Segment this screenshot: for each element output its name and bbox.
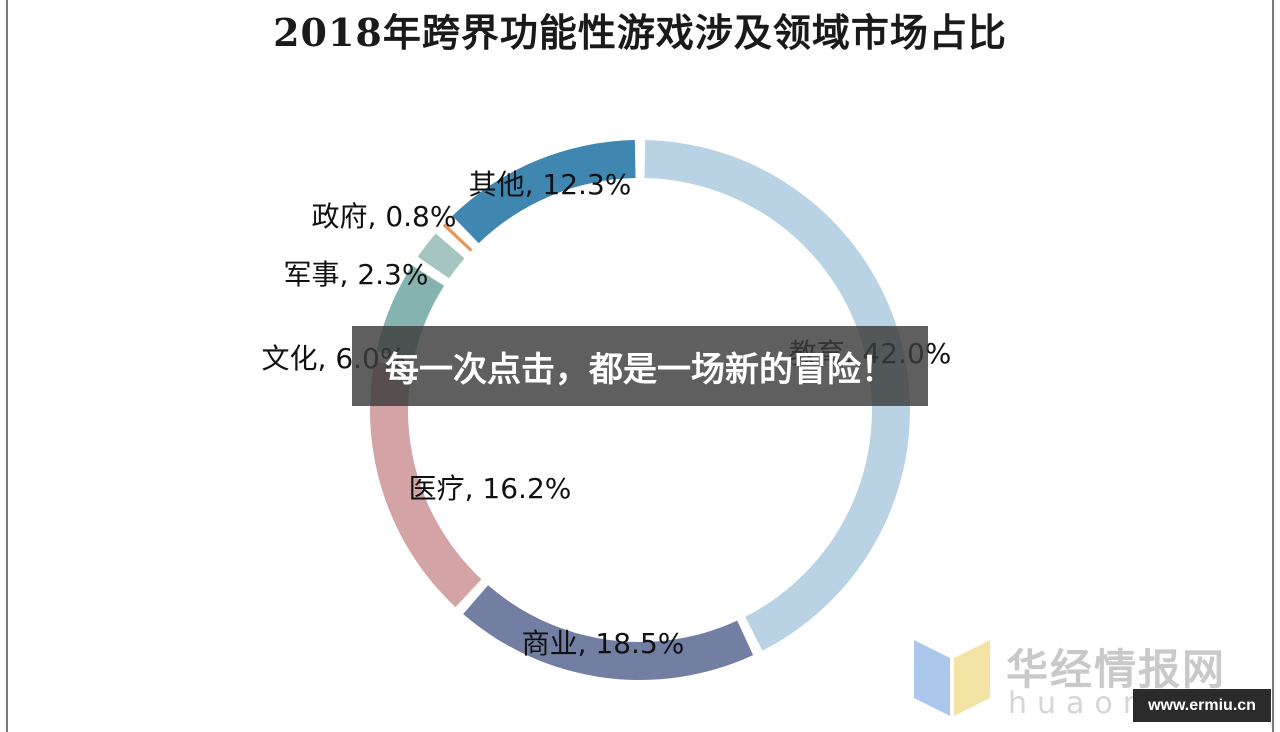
slice-军事 [417, 233, 465, 279]
slice-教育 [644, 140, 910, 651]
slice-政府 [442, 223, 473, 252]
url-badge[interactable]: www.ermiu.cn [1133, 689, 1271, 722]
slice-其他 [452, 140, 636, 244]
slice-label-其他: 其他, 12.3% [469, 168, 632, 201]
slice-label-商业: 商业, 18.5% [522, 627, 685, 660]
slice-医疗 [370, 361, 482, 608]
chart-title: 2018年跨界功能性游戏涉及领域市场占比 [273, 10, 1007, 55]
slice-label-政府: 政府, 0.8% [312, 200, 457, 233]
overlay-banner[interactable]: 每一次点击，都是一场新的冒险！ [352, 326, 928, 406]
slice-label-医疗: 医疗, 16.2% [409, 472, 572, 505]
watermark-logo-icon [912, 636, 992, 718]
overlay-text: 每一次点击，都是一场新的冒险！ [385, 349, 895, 390]
slice-商业 [463, 585, 754, 680]
chart-frame [6, 0, 1274, 732]
slice-label-军事: 军事, 2.3% [284, 258, 429, 291]
watermark-name: 华经情报网 [1006, 645, 1227, 694]
